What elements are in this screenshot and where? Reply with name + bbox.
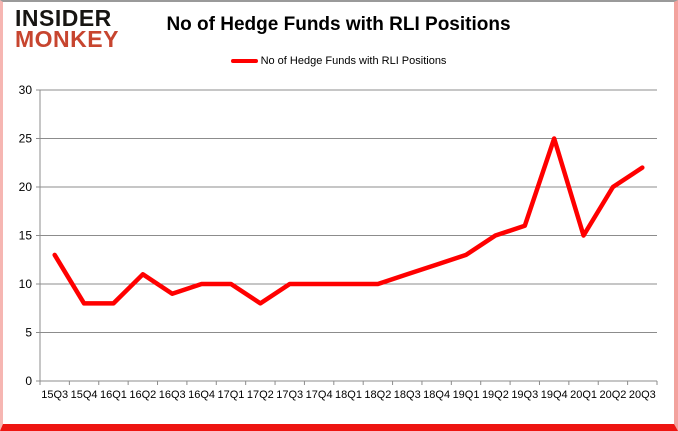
x-axis-tick-label: 20Q1 (570, 389, 597, 401)
x-axis-tick-label: 18Q4 (423, 389, 450, 401)
legend-label: No of Hedge Funds with RLI Positions (260, 55, 447, 67)
x-axis-tick-label: 17Q4 (306, 389, 333, 401)
chart-title: No of Hedge Funds with RLI Positions (166, 14, 511, 35)
logo-line-monkey: MONKEY (15, 26, 119, 53)
series-line (52, 136, 645, 306)
x-axis-tick-label: 16Q1 (100, 389, 127, 401)
x-axis-tick-label: 15Q4 (71, 389, 98, 401)
x-axis-tick-label: 19Q4 (541, 389, 568, 401)
y-axis-tick-label: 5 (25, 326, 32, 340)
x-axis-tick-label: 20Q2 (599, 389, 626, 401)
x-axis-tick-label: 17Q3 (276, 389, 303, 401)
y-axis-tick-label: 15 (19, 229, 33, 243)
y-axis-tick-label: 30 (19, 83, 33, 97)
x-axis-tick-label: 17Q2 (247, 389, 274, 401)
x-axis-tick-label: 16Q3 (159, 389, 186, 401)
x-axis-tick-label: 16Q2 (129, 389, 156, 401)
legend-line-swatch (230, 59, 258, 63)
x-axis-tick-label: 18Q2 (364, 389, 391, 401)
x-axis-tick-label: 19Q2 (482, 389, 509, 401)
y-axis-tick-label: 25 (19, 132, 33, 146)
y-axis-tick-label: 20 (19, 180, 33, 194)
y-axis-tick-label: 0 (25, 374, 32, 388)
logo-line-insider: INSIDER (15, 5, 112, 31)
x-axis-tick-label: 15Q3 (41, 389, 68, 401)
insider-monkey-logo: INSIDER MONKEY (15, 5, 119, 53)
legend: No of Hedge Funds with RLI Positions (3, 55, 674, 67)
x-axis-tick-label: 19Q3 (511, 389, 538, 401)
y-axis-tick-label: 10 (19, 277, 33, 291)
x-axis-tick-label: 16Q4 (188, 389, 215, 401)
x-axis-tick-label: 18Q3 (394, 389, 421, 401)
line-chart-plot-area: 0 5 10 15 20 25 30 15Q3 15Q4 16Q1 16Q2 16Q3 16Q4 17Q1… (19, 83, 658, 401)
x-axis-tick-label: 20Q3 (629, 389, 656, 401)
x-axis-tick-label: 19Q1 (453, 389, 480, 401)
x-axis-tick-label: 18Q1 (335, 389, 362, 401)
x-axis-tick-label: 17Q1 (218, 389, 245, 401)
